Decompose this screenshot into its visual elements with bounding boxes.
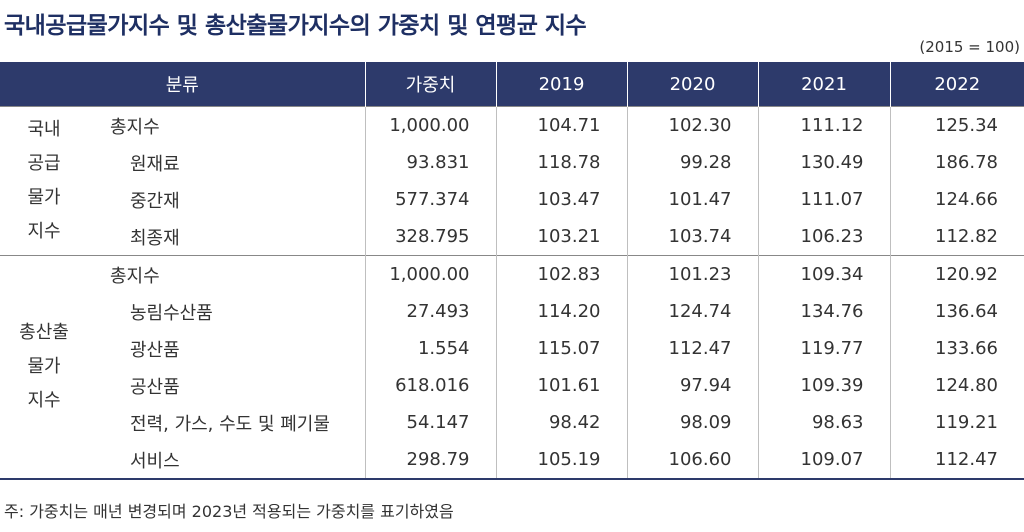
- cell-weight: 93.831: [364, 144, 496, 181]
- cell-weight: 1,000.00: [364, 106, 496, 144]
- header-weight: 가중치: [364, 62, 496, 107]
- cell-y2020: 101.23: [626, 255, 758, 293]
- cell-weight: 577.374: [364, 181, 496, 218]
- cell-weight: 27.493: [364, 293, 496, 330]
- table-row: 전력, 가스, 수도 및 폐기물 54.147 98.42 98.09 98.63 119…: [0, 404, 1024, 441]
- cell-y2021: 106.23: [757, 218, 890, 256]
- table-row: 최종재 328.795 103.21 103.74 106.23 112.82: [0, 218, 1024, 256]
- unit-label: (2015 = 100): [919, 38, 1020, 56]
- cell-y2021: 119.77: [757, 330, 890, 367]
- cell-y2020: 124.74: [626, 293, 758, 330]
- cell-y2022: 119.21: [889, 404, 1024, 441]
- item-label: 농림수산품: [130, 302, 213, 324]
- table-body: 국내 공급 물가 지수 총지수 1,000.00 104.71 102.30 111.12 125…: [0, 106, 1024, 480]
- cell-y2022: 124.80: [889, 367, 1024, 404]
- cell-y2019: 102.83: [495, 255, 627, 293]
- cell-y2021: 109.07: [757, 441, 890, 480]
- cell-y2022: 136.64: [889, 293, 1024, 330]
- cell-y2020: 98.09: [626, 404, 758, 441]
- cell-y2019: 105.19: [495, 441, 627, 480]
- header-2022: 2022: [889, 62, 1024, 107]
- table-row: 공산품 618.016 101.61 97.94 109.39 124.80: [0, 367, 1024, 404]
- cell-y2020: 99.28: [626, 144, 758, 181]
- cell-weight: 328.795: [364, 218, 496, 256]
- cell-y2021: 109.34: [757, 255, 890, 293]
- item-label: 서비스: [88, 441, 365, 480]
- cell-y2021: 98.63: [757, 404, 890, 441]
- cell-y2022: 125.34: [889, 106, 1024, 144]
- page-title: 국내공급물가지수 및 총산출물가지수의 가중치 및 연평균 지수: [4, 13, 587, 39]
- cell-weight: 298.79: [364, 441, 496, 480]
- cell-y2019: 101.61: [495, 367, 627, 404]
- table-row: 국내 공급 물가 지수 총지수 1,000.00 104.71 102.30 111.12 125…: [0, 106, 1024, 256]
- cell-y2022: 186.78: [889, 144, 1024, 181]
- cell-y2020: 112.47: [626, 330, 758, 367]
- cell-y2019: 104.71: [495, 106, 627, 144]
- cell-y2019: 103.21: [495, 218, 627, 256]
- table-row: 광산품 1.554 115.07 112.47 119.77 133.66: [0, 330, 1024, 367]
- item-label: 공산품: [130, 376, 180, 398]
- group-label: 총산출 물가 지수: [0, 255, 88, 480]
- cell-y2019: 103.47: [495, 181, 627, 218]
- item-label: 총지수: [88, 106, 365, 144]
- cell-weight: 1.554: [364, 330, 496, 367]
- cell-y2022: 112.82: [889, 218, 1024, 256]
- table-row: 서비스 298.79 105.19 106.60 109.07 112.47: [0, 441, 1024, 480]
- header-2019: 2019: [495, 62, 627, 107]
- cell-y2020: 97.94: [626, 367, 758, 404]
- cell-y2021: 130.49: [757, 144, 890, 181]
- index-table: 분류 가중치 2019 2020 2021 2022 국내 공급 물가 지수 총지수 1,…: [0, 62, 1024, 480]
- table-row: 중간재 577.374 103.47 101.47 111.07 124.66: [0, 181, 1024, 218]
- table-row: 원재료 93.831 118.78 99.28 130.49 186.78: [0, 144, 1024, 181]
- cell-y2021: 134.76: [757, 293, 890, 330]
- cell-y2020: 101.47: [626, 181, 758, 218]
- cell-y2019: 114.20: [495, 293, 627, 330]
- header-2021: 2021: [757, 62, 890, 107]
- cell-y2022: 120.92: [889, 255, 1024, 293]
- cell-y2021: 111.12: [757, 106, 890, 144]
- item-label: 최종재: [130, 227, 180, 249]
- table-row: 농림수산품 27.493 114.20 124.74 134.76 136.64: [0, 293, 1024, 330]
- item-label: 원재료: [130, 153, 180, 175]
- cell-y2020: 103.74: [626, 218, 758, 256]
- cell-y2022: 133.66: [889, 330, 1024, 367]
- cell-y2022: 124.66: [889, 181, 1024, 218]
- cell-y2019: 118.78: [495, 144, 627, 181]
- cell-y2022: 112.47: [889, 441, 1024, 480]
- cell-y2021: 111.07: [757, 181, 890, 218]
- table-row: 총산출 물가 지수 총지수 1,000.00 102.83 101.23 109.34 120.…: [0, 255, 1024, 480]
- cell-y2019: 98.42: [495, 404, 627, 441]
- cell-weight: 618.016: [364, 367, 496, 404]
- item-label: 총지수: [88, 255, 365, 293]
- header-category: 분류: [0, 62, 365, 107]
- cell-y2021: 109.39: [757, 367, 890, 404]
- header-2020: 2020: [626, 62, 758, 107]
- item-label: 전력, 가스, 수도 및 폐기물: [130, 413, 330, 435]
- cell-weight: 1,000.00: [364, 255, 496, 293]
- cell-weight: 54.147: [364, 404, 496, 441]
- group-label: 국내 공급 물가 지수: [0, 106, 88, 256]
- cell-y2020: 106.60: [626, 441, 758, 480]
- item-label: 중간재: [130, 190, 180, 212]
- table-header-row: 분류 가중치 2019 2020 2021 2022: [0, 62, 1024, 107]
- cell-y2020: 102.30: [626, 106, 758, 144]
- footnote: 주: 가중치는 매년 변경되며 2023년 적용되는 가중치를 표기하였음: [4, 502, 454, 521]
- cell-y2019: 115.07: [495, 330, 627, 367]
- item-label: 광산품: [130, 339, 180, 361]
